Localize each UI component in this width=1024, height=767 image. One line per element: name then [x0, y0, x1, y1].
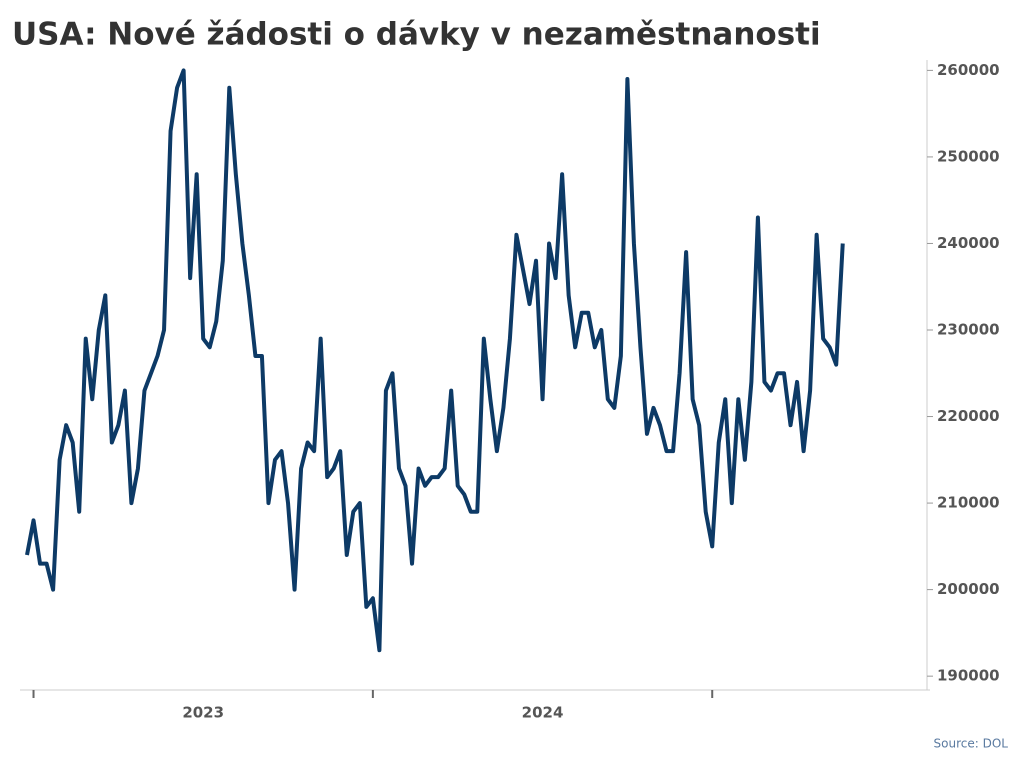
y-tick-label: 260000: [937, 61, 1000, 79]
y-tick-label: 190000: [937, 667, 1000, 685]
y-tick-label: 250000: [937, 147, 1000, 165]
y-tick-label: 220000: [937, 407, 1000, 425]
line: [25, 68, 845, 653]
y-tick-label: 230000: [937, 321, 1000, 339]
y-tick-label: 210000: [937, 494, 1000, 512]
source: Source: DOL: [934, 737, 1009, 751]
x-tick-label: 2023: [182, 704, 224, 722]
x-tick-label: 2024: [522, 704, 564, 722]
y-tick-label: 240000: [937, 234, 1000, 252]
chart-title: USA: Nové žádosti o dávky v nezaměstnano…: [12, 17, 821, 53]
y-tick-label: 200000: [937, 580, 1000, 598]
